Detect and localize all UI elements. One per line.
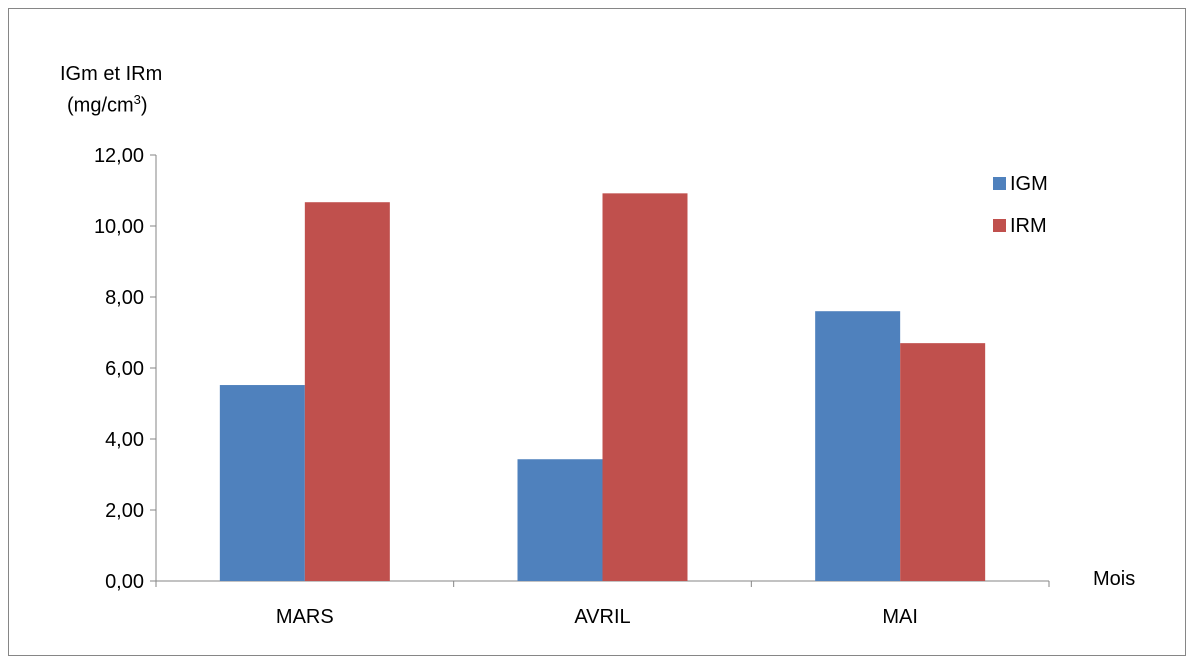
y-tick-label: 4,00 xyxy=(105,429,144,451)
chart-tick-labels: 0,00 2,00 4,00 6,00 8,00 10,00 12,00 MARS AVRIL M… xyxy=(94,145,918,628)
chart-legend: IGM IRM xyxy=(993,173,1048,237)
y-axis-label: IGm et IRm xyxy=(60,63,163,85)
bar-irm-mai xyxy=(900,343,986,581)
y-axis-unit: (mg/cm3) xyxy=(67,92,148,118)
y-axis-unit-exponent: 3 xyxy=(133,92,141,107)
y-axis-unit-suffix: ) xyxy=(140,94,148,117)
x-axis-label: Mois xyxy=(1093,568,1136,590)
y-tick-label: 8,00 xyxy=(105,287,144,309)
x-tick-label: AVRIL xyxy=(574,606,630,628)
legend-swatch-irm xyxy=(993,219,1006,232)
legend-swatch-igm xyxy=(993,177,1006,190)
y-tick-label: 12,00 xyxy=(94,145,144,167)
y-tick-label: 2,00 xyxy=(105,500,144,522)
bar-irm-avril xyxy=(602,193,688,581)
x-tick-label: MAI xyxy=(882,606,918,628)
y-tick-label: 0,00 xyxy=(105,571,144,593)
bar-igm-mai xyxy=(815,311,901,581)
y-axis-unit-prefix: (mg/cm xyxy=(67,94,134,117)
y-tick-label: 10,00 xyxy=(94,216,144,238)
bar-igm-mars xyxy=(219,385,305,581)
chart-bars xyxy=(219,193,986,581)
legend-label-igm: IGM xyxy=(1010,173,1048,195)
bar-igm-avril xyxy=(517,459,603,581)
bar-irm-mars xyxy=(304,202,390,581)
y-tick-label: 6,00 xyxy=(105,358,144,380)
legend-label-irm: IRM xyxy=(1010,215,1047,237)
x-tick-label: MARS xyxy=(276,606,334,628)
